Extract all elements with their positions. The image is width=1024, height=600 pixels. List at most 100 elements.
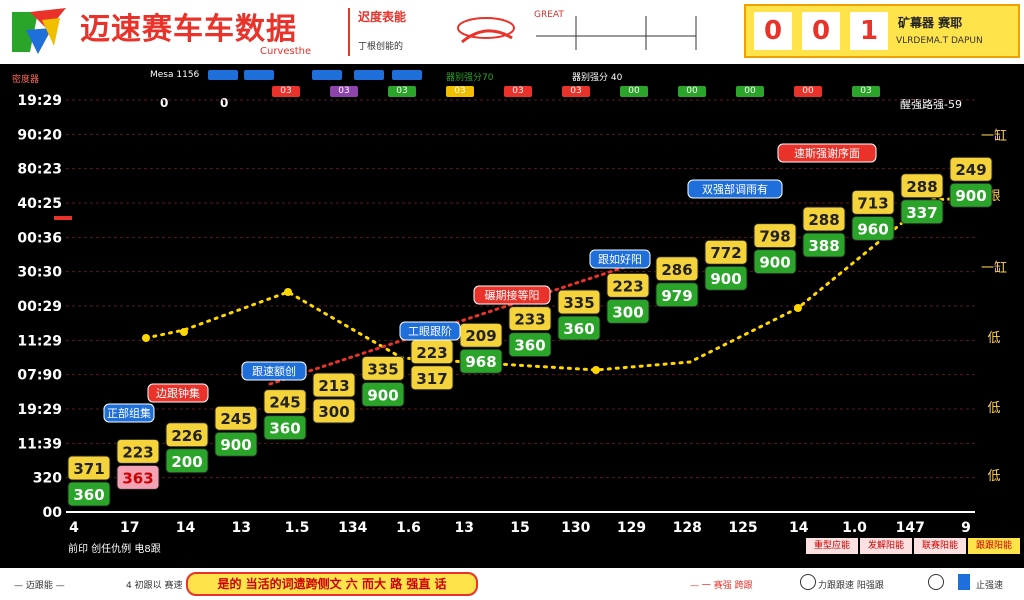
value-box-top-label: 288 <box>906 178 937 196</box>
value-box-top-label: 213 <box>318 377 349 395</box>
value-box-top <box>459 322 503 348</box>
x-tick-label: 15 <box>510 520 529 536</box>
x-tick-label: 17 <box>120 520 139 536</box>
right-side-label: 低 <box>987 331 1000 346</box>
topbar-chip <box>312 70 342 80</box>
topbar-code: 00 <box>794 86 822 97</box>
value-box-top <box>214 405 258 431</box>
value-box-bottom-label: 900 <box>367 386 398 404</box>
callout-bg <box>147 383 209 403</box>
x-tick-label: 1.6 <box>396 520 421 536</box>
value-box-top-label: 233 <box>514 311 545 329</box>
value-box-bottom <box>361 381 405 407</box>
value-box-bottom-label: 900 <box>759 254 790 272</box>
sponsor-panel-a: 迟度表能 丁根创能的 <box>348 8 440 56</box>
callout-bg <box>473 285 551 305</box>
topbar-label-b: 器别强分70 <box>446 73 494 83</box>
value-box-top <box>410 339 454 365</box>
x-tick-label: 13 <box>232 520 251 536</box>
value-box-bottom <box>655 282 699 308</box>
value-box-top <box>361 355 405 381</box>
value-box-top-label: 335 <box>563 294 594 312</box>
score-digit: 0 <box>754 12 792 50</box>
trend-point <box>794 304 802 312</box>
y-tick-label: 07:90 <box>17 368 62 384</box>
value-box-top <box>312 372 356 398</box>
value-box-bottom <box>753 249 797 275</box>
y-tick-label: 80:23 <box>17 162 62 178</box>
topbar-code: 00 <box>678 86 706 97</box>
value-box-bottom <box>508 332 552 358</box>
axis-marker <box>54 216 72 220</box>
value-box-top <box>704 239 748 265</box>
value-box-top-label: 772 <box>710 244 741 262</box>
callout-label: 跟如好阳 <box>598 252 642 266</box>
callout-label: 碾期接等阳 <box>485 288 540 302</box>
y-tick-label: 11:39 <box>17 436 62 452</box>
value-box-top <box>851 189 895 215</box>
footer-main-banner: 是的 当活的词遗跨侧文 六 而大 路 强直 话 <box>186 572 478 596</box>
callout-tag: 碾期接等阳 <box>473 285 551 305</box>
value-box-top-label: 223 <box>122 443 153 461</box>
value-box-bottom-label: 388 <box>808 237 839 255</box>
x-tick-label: 130 <box>561 520 590 536</box>
topbar-value: 0 <box>220 96 229 110</box>
callout-tag: 双强部调雨有 <box>687 179 783 199</box>
x-tick-label: 128 <box>673 520 702 536</box>
value-box-top-label: 226 <box>171 427 202 445</box>
x-tick-label: 14 <box>789 520 809 536</box>
callout-tag: 工眼跟阶 <box>399 321 461 341</box>
topbar-label-a: Mesa 1156 <box>150 70 200 80</box>
footer-mid-text: 4 初跟以 赛速 <box>126 581 183 591</box>
value-box-bottom-label: 960 <box>857 220 888 238</box>
footer-badge-icon <box>800 574 816 590</box>
x-tick-label: 129 <box>617 520 646 536</box>
score-sublabel: VLRDEMA.T DAPUN <box>896 36 983 46</box>
value-box-top <box>67 455 111 481</box>
trend-point <box>180 328 188 336</box>
y-tick-label: 19:29 <box>17 402 62 418</box>
callout-tag: 速斯强谢序面 <box>777 143 877 163</box>
brand-logo-icon <box>12 8 66 54</box>
x-tick-label: 13 <box>455 520 474 536</box>
y-tick-label: 320 <box>33 471 62 487</box>
title-block: 迈速赛车车数据 Curvesthe <box>80 4 311 57</box>
callout-bg <box>589 249 651 269</box>
value-box-bottom <box>67 481 111 507</box>
value-box-bottom-label: 900 <box>955 187 986 205</box>
callout-label: 双强部调雨有 <box>702 182 768 196</box>
value-box-bottom <box>802 232 846 258</box>
y-tick-label: 00 <box>43 505 63 521</box>
sponsor-a-line1: 迟度表能 <box>358 10 407 24</box>
callout-bg <box>103 403 155 423</box>
value-box-bottom-label: 360 <box>73 486 104 504</box>
legend-item: 发解阳能 <box>860 538 912 554</box>
value-box-top-label: 245 <box>220 410 251 428</box>
value-box-top-label: 245 <box>269 394 300 412</box>
x-tick-label: 14 <box>176 520 196 536</box>
topbar-code: 03 <box>852 86 880 97</box>
y-tick-label: 30:30 <box>17 265 62 281</box>
value-box-top <box>900 173 944 199</box>
callout-label: 速斯强谢序面 <box>794 146 860 160</box>
trend-point <box>142 334 150 342</box>
callout-label: 工眼跟阶 <box>408 324 452 338</box>
topbar-right-label: 醒强路强-59 <box>900 98 962 111</box>
score-digit: 1 <box>850 12 888 50</box>
x-tick-label: 9 <box>961 520 971 536</box>
sponsor-panel-b: GREAT <box>446 6 718 58</box>
top-info-bar: 密度器 Mesa 1156 器别强分70 器别强分 40 0 0 03 03 03 0… <box>0 68 1024 112</box>
trend-point <box>592 366 600 374</box>
value-box-top-label: 249 <box>955 161 986 179</box>
value-box-top <box>949 156 993 182</box>
dotted-red-line <box>268 260 642 386</box>
car-sketch-icon <box>457 16 697 50</box>
x-tick-label: 1.5 <box>285 520 310 536</box>
value-box-bottom <box>116 464 160 490</box>
